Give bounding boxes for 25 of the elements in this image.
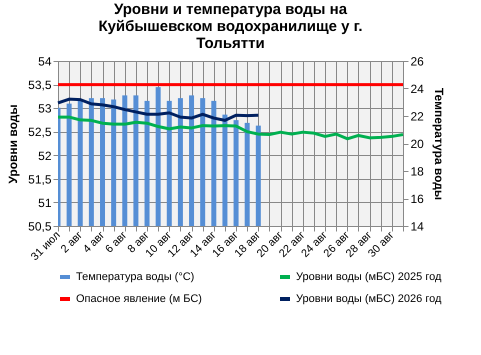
y-tick-label: 53,5 bbox=[28, 78, 52, 92]
chart-title: Уровни и температура воды на Куйбышевском водохранилище у г. Тольятти bbox=[98, 1, 363, 52]
y-tick-label: 54 bbox=[38, 54, 52, 68]
y2-tick-label: 24 bbox=[410, 82, 424, 96]
y-tick-label: 51,5 bbox=[28, 172, 52, 186]
legend-label: Уровни воды (мБС) 2026 год bbox=[296, 293, 442, 305]
legend-label: Температура воды (°С) bbox=[76, 271, 194, 283]
legend-label: Уровни воды (мБС) 2025 год bbox=[296, 271, 442, 283]
y2-axis-title: Температура воды bbox=[432, 88, 446, 200]
y2-tick-label: 18 bbox=[410, 164, 424, 178]
y-tick-label: 52 bbox=[38, 148, 52, 163]
line-series bbox=[56, 98, 260, 122]
x-tick-label: 2 авг bbox=[58, 229, 85, 256]
legend-label: Опасное явление (м БС) bbox=[76, 293, 202, 305]
y2-tick-label: 22 bbox=[410, 110, 424, 124]
y2-tick-label: 20 bbox=[410, 137, 424, 151]
y2-tick-label: 14 bbox=[410, 220, 424, 234]
y-tick-label: 50,5 bbox=[28, 220, 52, 234]
line-series bbox=[56, 116, 404, 140]
y2-tick-label: 16 bbox=[410, 192, 424, 206]
y2-tick-label: 26 bbox=[410, 54, 424, 68]
y-tick-label: 52,5 bbox=[28, 125, 52, 140]
y-tick-label: 53 bbox=[38, 102, 52, 116]
y-tick-label: 51 bbox=[38, 196, 52, 210]
y-axis-title: Уровни воды bbox=[6, 104, 20, 184]
